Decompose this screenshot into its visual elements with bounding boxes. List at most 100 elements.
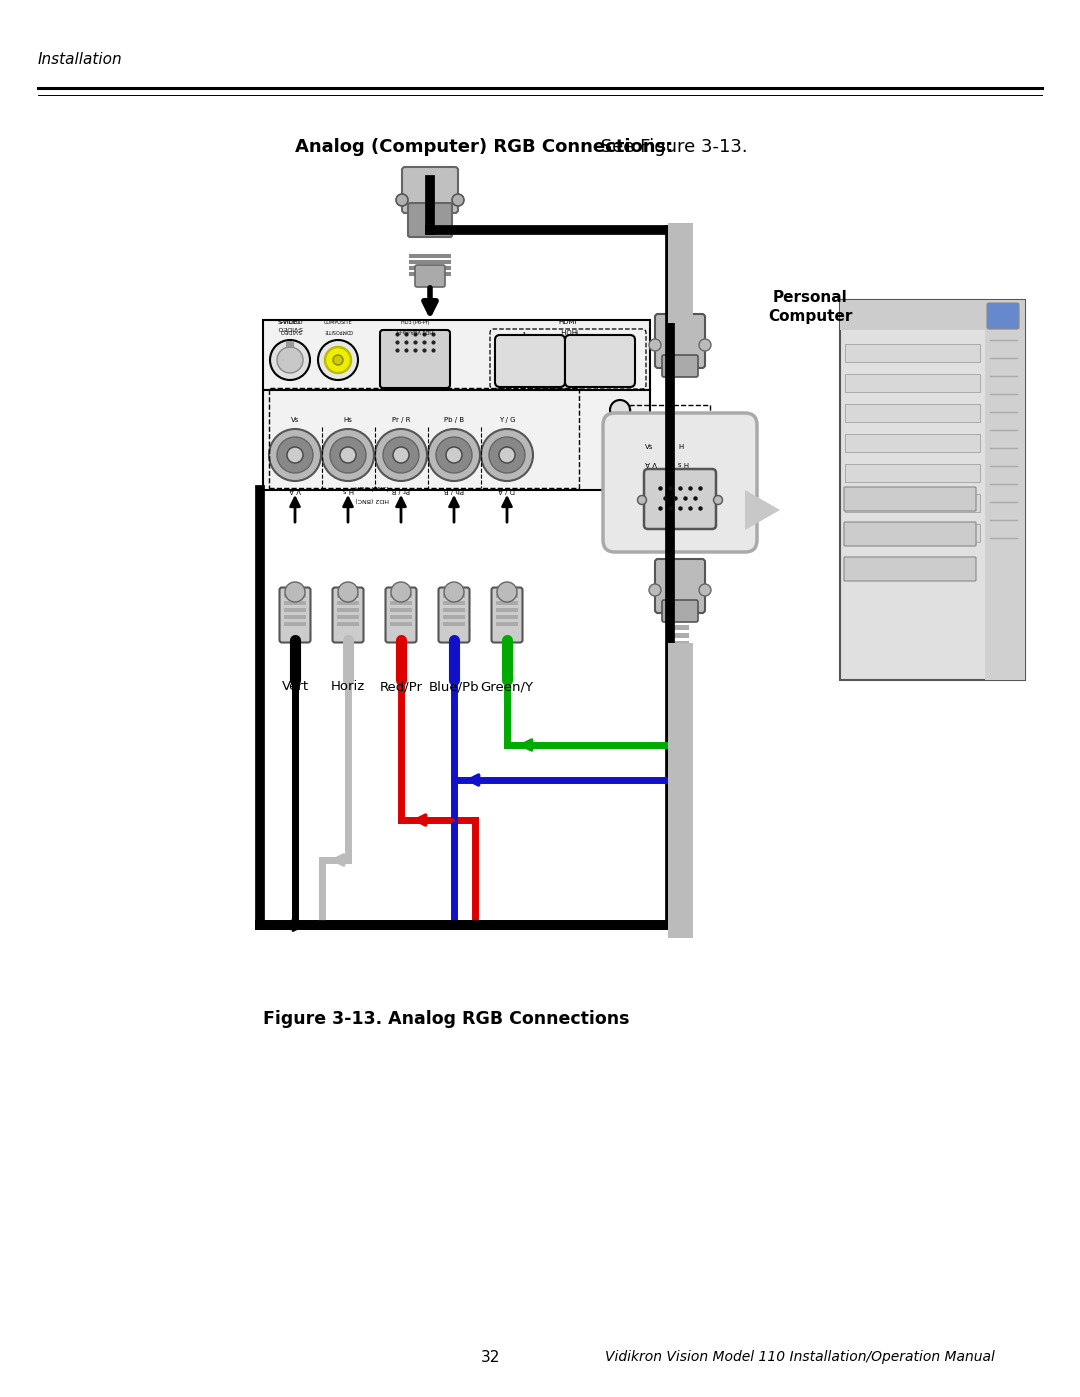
Circle shape [649, 339, 661, 351]
Text: H: H [678, 444, 684, 450]
Bar [337, 608, 359, 612]
Circle shape [269, 429, 321, 481]
Circle shape [276, 346, 303, 373]
Text: Hs: Hs [343, 416, 352, 423]
Bar [496, 615, 518, 619]
Bar [671, 682, 689, 687]
Bar [337, 615, 359, 619]
Bar [284, 594, 306, 598]
Circle shape [287, 447, 303, 462]
Circle shape [322, 429, 374, 481]
Bar [630, 405, 710, 469]
Bar [496, 622, 518, 626]
FancyBboxPatch shape [415, 265, 445, 286]
Bar [269, 388, 579, 488]
Circle shape [444, 583, 464, 602]
Bar [409, 260, 451, 264]
Text: D / A: D / A [499, 488, 515, 493]
Bar [390, 615, 411, 619]
Circle shape [375, 429, 427, 481]
Bar [845, 404, 980, 422]
Text: See Figure 3-13.: See Figure 3-13. [595, 138, 747, 156]
Bar [409, 272, 451, 277]
Bar [409, 254, 451, 258]
Circle shape [497, 583, 517, 602]
Circle shape [446, 447, 462, 462]
FancyBboxPatch shape [490, 330, 646, 388]
FancyBboxPatch shape [987, 303, 1020, 330]
Text: V A: V A [289, 488, 301, 493]
Circle shape [393, 447, 409, 462]
Circle shape [453, 194, 464, 205]
Bar [671, 690, 689, 694]
Circle shape [318, 339, 357, 380]
Text: IHOH: IHOH [559, 327, 577, 332]
Bar [840, 300, 1025, 680]
Text: Pr / R: Pr / R [392, 488, 410, 493]
Circle shape [285, 583, 305, 602]
Circle shape [428, 429, 480, 481]
Bar [671, 673, 689, 679]
FancyBboxPatch shape [380, 330, 450, 388]
Circle shape [633, 418, 657, 441]
Bar [671, 300, 689, 306]
Bar [264, 390, 650, 490]
Bar [671, 698, 689, 703]
Bar [845, 434, 980, 453]
FancyBboxPatch shape [603, 414, 757, 552]
Circle shape [338, 583, 357, 602]
Circle shape [714, 496, 723, 504]
FancyBboxPatch shape [843, 488, 976, 511]
Circle shape [276, 437, 313, 474]
Bar [443, 594, 465, 598]
FancyBboxPatch shape [495, 335, 565, 387]
Text: Green/Y: Green/Y [481, 680, 534, 693]
Bar [496, 601, 518, 605]
Bar [284, 615, 306, 619]
Bar [671, 650, 689, 654]
FancyBboxPatch shape [662, 599, 698, 622]
Circle shape [270, 339, 310, 380]
Bar [390, 622, 411, 626]
FancyBboxPatch shape [386, 588, 417, 643]
FancyBboxPatch shape [662, 355, 698, 377]
Bar [671, 285, 689, 291]
FancyBboxPatch shape [565, 335, 635, 387]
Text: Analog (Computer) RGB Connections:: Analog (Computer) RGB Connections: [295, 138, 673, 156]
Text: II: II [522, 332, 526, 337]
Bar [671, 665, 689, 671]
Text: Personal
Computer: Personal Computer [768, 291, 852, 324]
FancyBboxPatch shape [644, 469, 716, 529]
FancyBboxPatch shape [491, 588, 523, 643]
Circle shape [325, 346, 351, 373]
Bar [337, 594, 359, 598]
Bar [671, 731, 689, 735]
Text: HD2 (BNC): HD2 (BNC) [355, 497, 389, 502]
Bar [284, 601, 306, 605]
Bar [443, 622, 465, 626]
Bar [840, 300, 1025, 330]
Bar [671, 624, 689, 630]
Bar [671, 705, 689, 711]
Text: Horiz: Horiz [330, 680, 365, 693]
Bar [671, 261, 689, 265]
Circle shape [436, 437, 472, 474]
Circle shape [391, 583, 411, 602]
Bar [496, 608, 518, 612]
Bar [671, 722, 689, 726]
Bar [845, 344, 980, 362]
Bar [390, 594, 411, 598]
Bar [671, 244, 689, 250]
Bar [443, 615, 465, 619]
FancyBboxPatch shape [280, 588, 311, 643]
Bar [845, 464, 980, 482]
Bar [845, 374, 980, 393]
FancyBboxPatch shape [654, 314, 705, 367]
Circle shape [481, 429, 534, 481]
Text: HD3 VGA-Pb-Pr: HD3 VGA-Pb-Pr [396, 328, 433, 332]
Circle shape [340, 447, 356, 462]
Bar [845, 495, 980, 511]
FancyBboxPatch shape [843, 557, 976, 581]
Bar [443, 601, 465, 605]
Text: Vs: Vs [291, 416, 299, 423]
